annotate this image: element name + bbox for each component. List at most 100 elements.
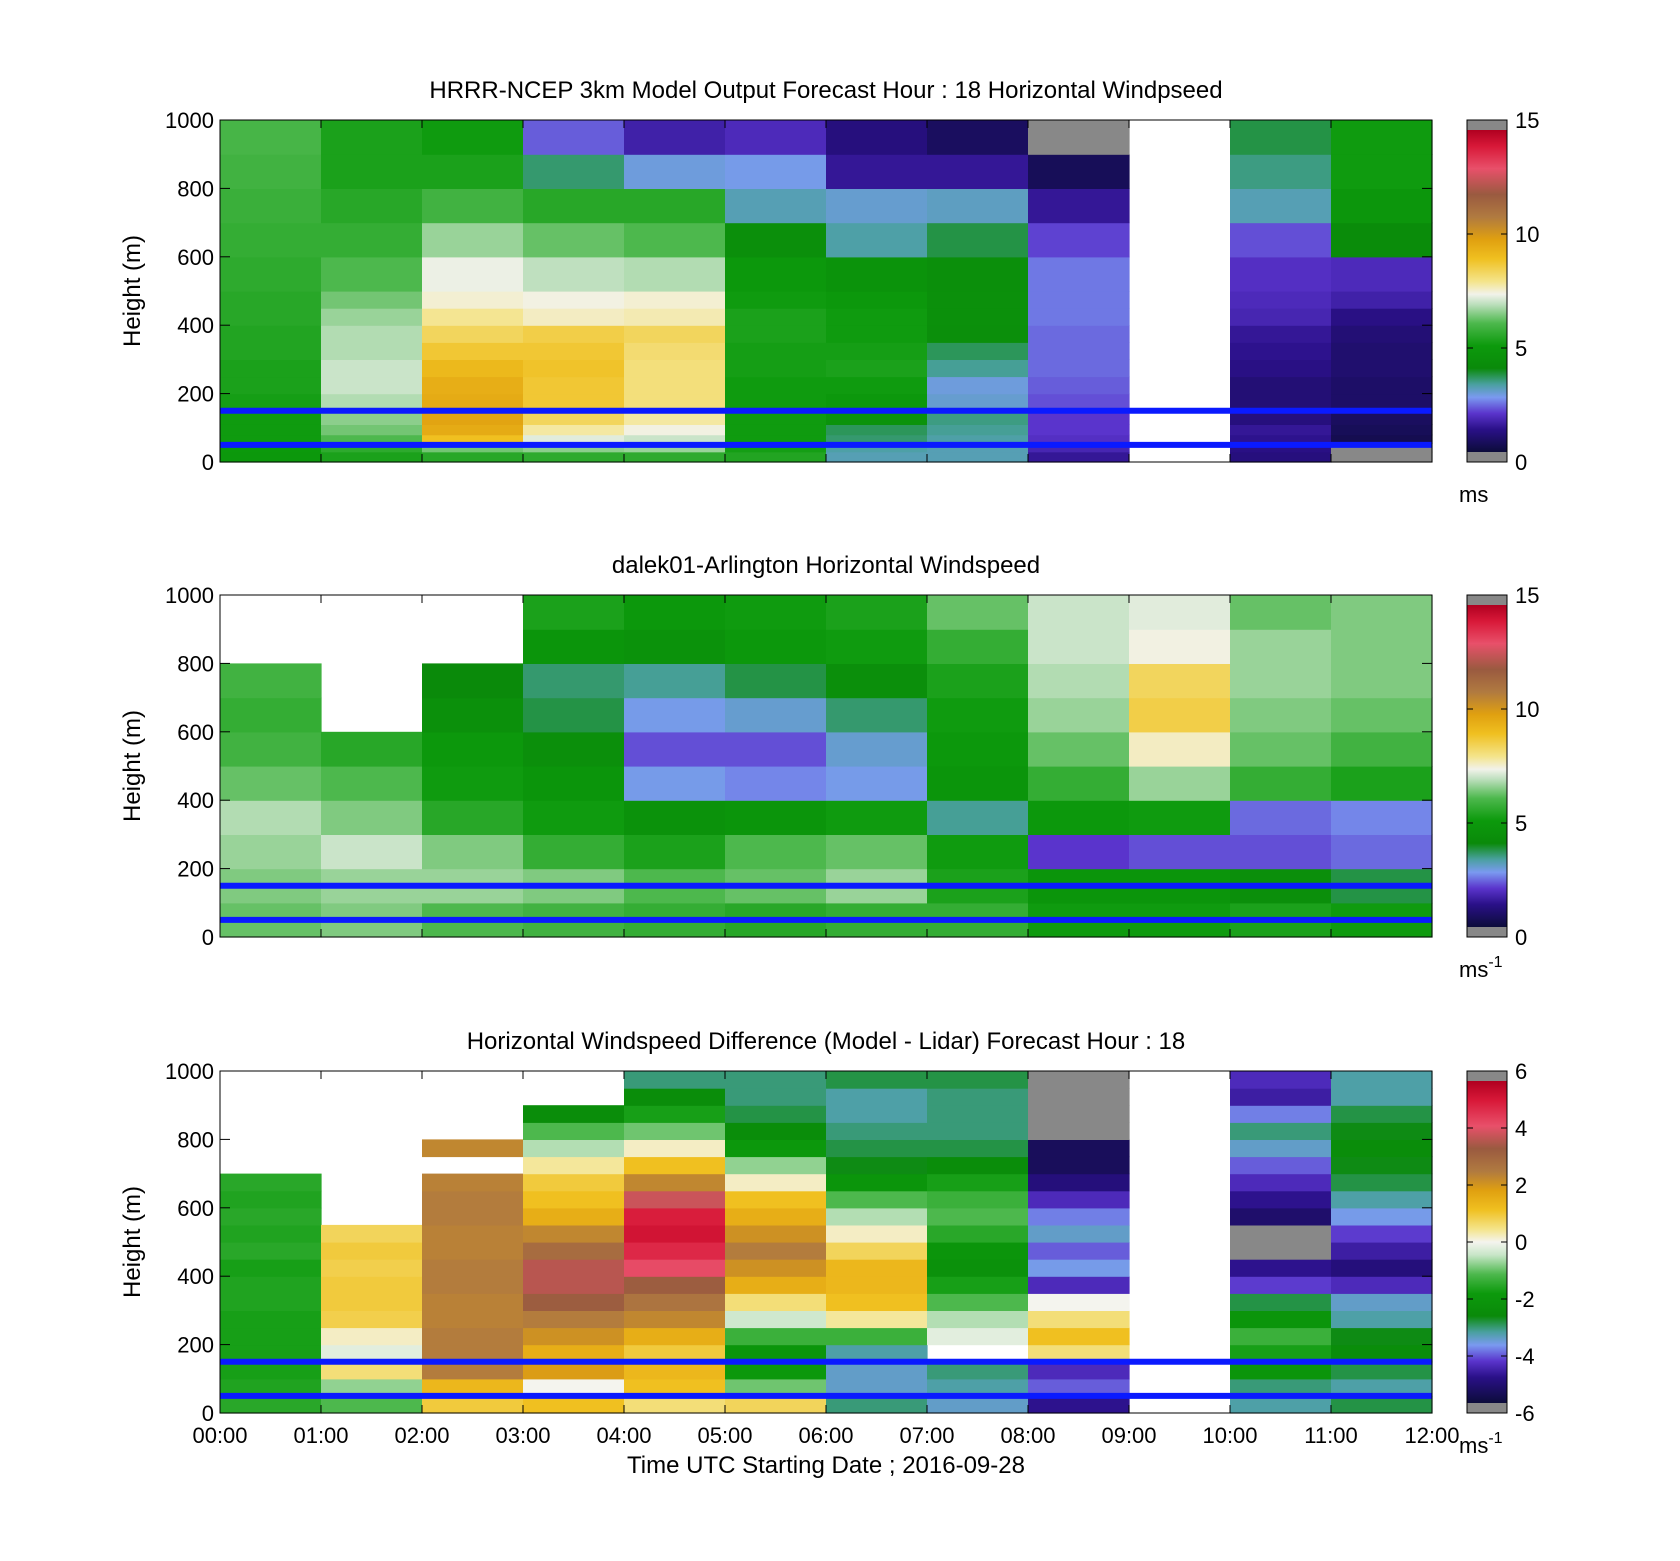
heatmap-cell bbox=[1028, 731, 1130, 767]
heatmap-cell bbox=[523, 1105, 625, 1123]
heatmap-cell bbox=[1331, 376, 1433, 395]
heatmap-cell bbox=[422, 1361, 524, 1380]
heatmap-cell bbox=[725, 291, 827, 309]
heatmap-cell bbox=[1230, 154, 1332, 189]
heatmap-cell bbox=[826, 1395, 928, 1414]
heatmap-cell bbox=[725, 1224, 827, 1243]
heatmap-cell bbox=[927, 291, 1029, 309]
heatmap-cell bbox=[321, 1378, 423, 1397]
heatmap-cell bbox=[725, 663, 827, 699]
heatmap-cell bbox=[624, 424, 726, 436]
y-tick-label: 600 bbox=[177, 720, 214, 745]
heatmap-cells bbox=[220, 595, 1433, 938]
heatmap-cell bbox=[523, 424, 625, 436]
heatmap-cell bbox=[725, 1395, 827, 1414]
heatmap-cell bbox=[1331, 1242, 1433, 1260]
heatmap-cell bbox=[826, 1276, 928, 1294]
heatmap-cell bbox=[826, 308, 928, 326]
heatmap-cell bbox=[1028, 1378, 1130, 1397]
heatmap-cell bbox=[321, 359, 423, 378]
heatmap-cell bbox=[1028, 325, 1130, 343]
heatmap-cell bbox=[624, 1310, 726, 1329]
heatmap-cell bbox=[624, 1344, 726, 1363]
heatmap-cell bbox=[725, 1259, 827, 1277]
heatmap-cell bbox=[220, 834, 322, 870]
heatmap-cell bbox=[624, 1259, 726, 1277]
heatmap-cell bbox=[624, 800, 726, 835]
heatmap-cell bbox=[1331, 1361, 1433, 1380]
heatmap-cell bbox=[1230, 731, 1332, 767]
heatmap-cell bbox=[826, 154, 928, 189]
heatmap-cell bbox=[321, 1242, 423, 1260]
heatmap-cell bbox=[422, 188, 524, 224]
heatmap-cell bbox=[1230, 663, 1332, 699]
heatmap-cell bbox=[220, 800, 322, 835]
heatmap-cell bbox=[624, 308, 726, 326]
heatmap-cell bbox=[624, 1190, 726, 1209]
heatmap-cell bbox=[523, 325, 625, 343]
heatmap-cell bbox=[422, 1242, 524, 1260]
heatmap-cell bbox=[624, 1071, 726, 1089]
y-tick-label: 400 bbox=[177, 788, 214, 813]
y-tick-label: 1000 bbox=[165, 1059, 214, 1084]
heatmap-cell bbox=[1230, 1310, 1332, 1329]
heatmap-cell bbox=[523, 1395, 625, 1414]
heatmap-cell bbox=[220, 1276, 322, 1294]
heatmap-cell bbox=[220, 424, 322, 436]
heatmap-cell bbox=[220, 1378, 322, 1397]
heatmap-cell bbox=[826, 393, 928, 412]
heatmap-cell bbox=[523, 342, 625, 360]
heatmap-cell bbox=[220, 256, 322, 292]
heatmap-cell bbox=[826, 629, 928, 664]
heatmap-cell bbox=[1028, 291, 1130, 309]
heatmap-cell bbox=[220, 663, 322, 699]
heatmap-cell bbox=[927, 1071, 1029, 1089]
heatmap-cell bbox=[927, 1173, 1029, 1192]
y-tick-label: 400 bbox=[177, 1264, 214, 1289]
heatmap-cell bbox=[1331, 1071, 1433, 1089]
heatmap-cell bbox=[321, 222, 423, 258]
heatmap-cell bbox=[422, 663, 524, 699]
heatmap-cell bbox=[1230, 1242, 1332, 1260]
heatmap-cell bbox=[725, 325, 827, 343]
heatmap-cell bbox=[1028, 834, 1130, 870]
heatmap-cell bbox=[1331, 663, 1433, 699]
y-tick-label: 0 bbox=[202, 1401, 214, 1426]
model-windspeed-panel: HRRR-NCEP 3km Model Output Forecast Hour… bbox=[119, 77, 1539, 507]
heatmap-cell bbox=[523, 766, 625, 801]
heatmap-cell bbox=[523, 834, 625, 870]
heatmap-cell bbox=[321, 1361, 423, 1380]
x-tick-label: 08:00 bbox=[1000, 1423, 1055, 1448]
heatmap-cell bbox=[826, 834, 928, 870]
heatmap-cell bbox=[826, 663, 928, 699]
heatmap-cell bbox=[1230, 629, 1332, 664]
colorbar: -6 -4 -2 0 2 4 6 ms-1 bbox=[1459, 1059, 1535, 1458]
heatmap-cell bbox=[725, 424, 827, 436]
heatmap-cell bbox=[220, 393, 322, 412]
heatmap-cell bbox=[220, 1224, 322, 1243]
heatmap-cell bbox=[624, 434, 726, 444]
heatmap-cell bbox=[927, 325, 1029, 343]
heatmap-cell bbox=[1331, 1190, 1433, 1209]
colorbar-tick-label: -2 bbox=[1515, 1287, 1535, 1312]
heatmap-cell bbox=[1331, 393, 1433, 412]
heatmap-cell bbox=[1028, 1344, 1130, 1363]
heatmap-cell bbox=[1230, 1276, 1332, 1294]
heatmap-cell bbox=[422, 154, 524, 189]
heatmap-cell bbox=[321, 434, 423, 444]
heatmap-cell bbox=[725, 1344, 827, 1363]
heatmap-cell bbox=[826, 1122, 928, 1140]
heatmap-cell bbox=[1129, 766, 1231, 801]
heatmap-cell bbox=[624, 188, 726, 224]
heatmap-cell bbox=[422, 1224, 524, 1243]
heatmap-cell bbox=[523, 1207, 625, 1226]
heatmap-cell bbox=[220, 766, 322, 801]
heatmap-cell bbox=[321, 1395, 423, 1414]
heatmap-cell bbox=[1129, 629, 1231, 664]
heatmap-cell bbox=[1331, 424, 1433, 436]
y-tick-label: 200 bbox=[177, 1333, 214, 1358]
heatmap-cell bbox=[1028, 697, 1130, 733]
heatmap-cell bbox=[826, 410, 928, 425]
heatmap-cell bbox=[523, 595, 625, 630]
heatmap-cell bbox=[321, 120, 423, 155]
